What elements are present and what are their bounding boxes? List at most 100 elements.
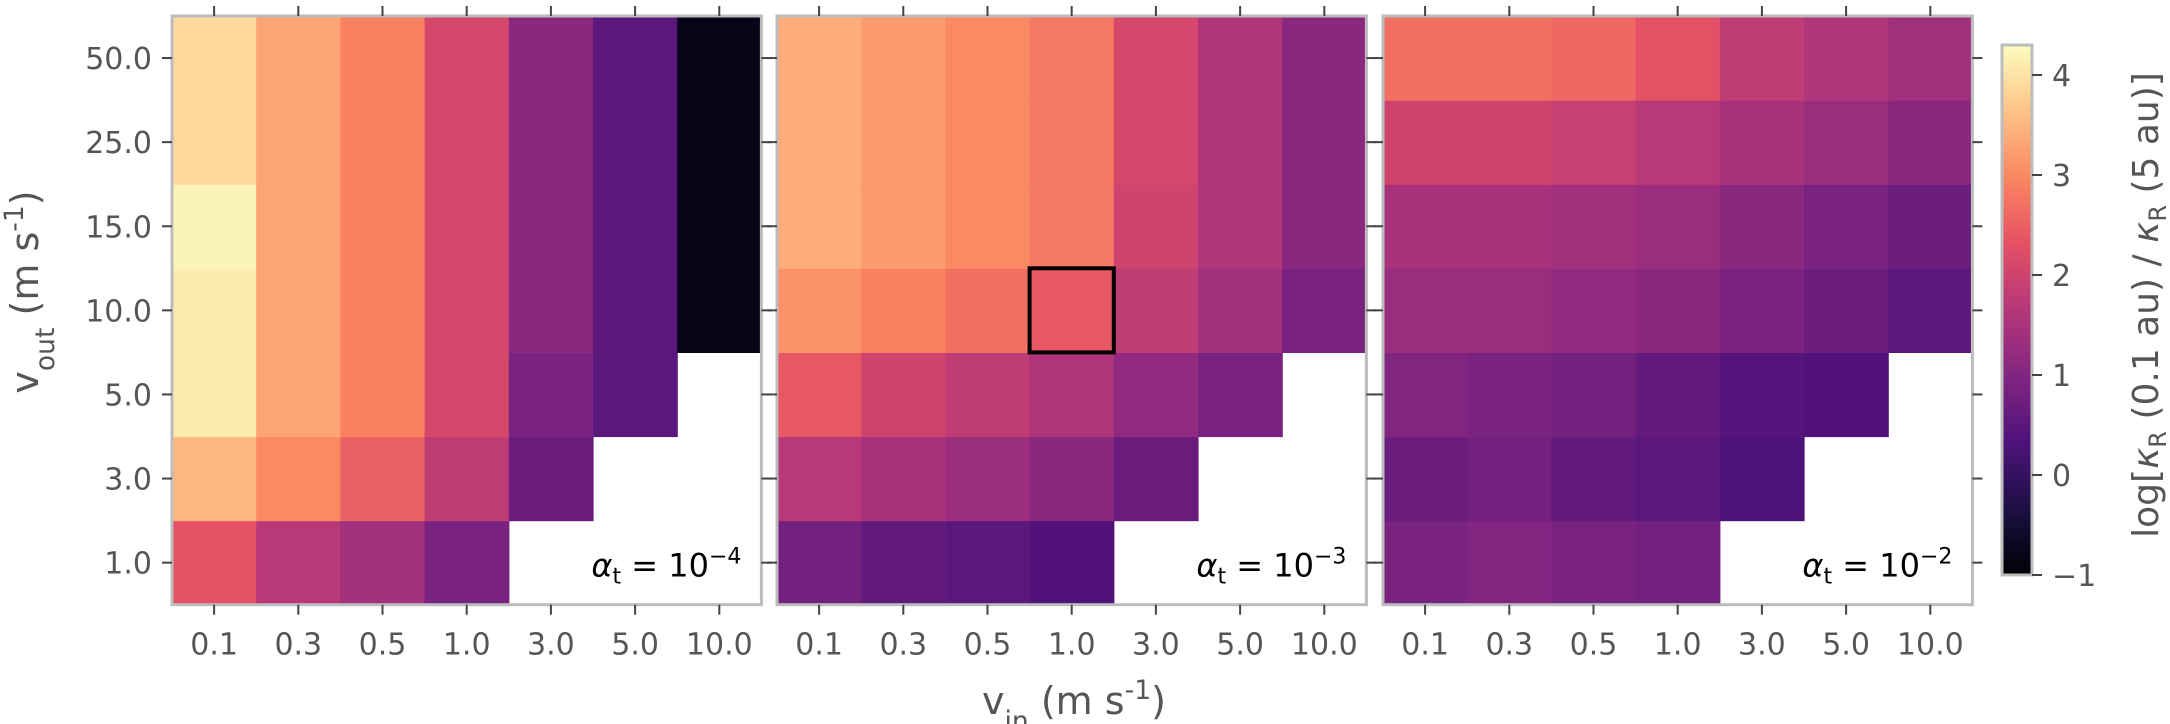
heatmap-cell — [1282, 268, 1367, 353]
heatmap-cell — [424, 436, 510, 522]
heatmap-cell — [1467, 100, 1552, 185]
heatmap-cell — [1804, 184, 1889, 269]
heatmap-cell — [1804, 352, 1889, 438]
y-tick-label: 3.0 — [104, 463, 152, 498]
x-axis-label: vin (m s-1) — [982, 675, 1166, 724]
heatmap-cell — [677, 100, 762, 185]
heatmap-cell — [424, 184, 510, 269]
heatmap-cell — [256, 268, 341, 353]
heatmap-cell — [777, 352, 862, 438]
axes-labels: vin (m s-1) vout (m s-1) — [0, 190, 1166, 724]
colorbar-gradient — [2002, 45, 2032, 575]
heatmap-cell — [1383, 352, 1468, 438]
heatmap-cell — [1029, 16, 1115, 101]
heatmap-cell — [677, 268, 762, 353]
heatmap-panel-3: 0.1 0.3 0.5 1.0 3.0 5.0 10.0 αt = 10−2 — [1373, 6, 1983, 663]
heatmap-cell — [1198, 16, 1283, 101]
heatmap-cell — [593, 268, 678, 353]
heatmap-cell — [1551, 268, 1637, 353]
heatmap-cell — [424, 16, 510, 101]
x-tick-label: 10.0 — [1291, 628, 1358, 663]
heatmap-cell — [1198, 352, 1283, 438]
heatmap-cell — [340, 520, 426, 606]
heatmap-cell — [777, 100, 862, 185]
heatmap-cell — [1113, 436, 1199, 522]
heatmap-cell — [340, 268, 426, 353]
heatmap-cell — [1551, 436, 1637, 522]
heatmap-cell — [424, 352, 510, 438]
heatmap-cell — [340, 184, 426, 269]
heatmap-cell — [861, 268, 946, 353]
heatmap-cell — [172, 352, 257, 438]
heatmap-cell — [1467, 436, 1552, 522]
heatmap-cell — [1282, 16, 1367, 101]
colorbar-tick-label: 0 — [2052, 459, 2071, 494]
heatmap-cell — [508, 352, 594, 438]
heatmap-cell — [593, 184, 678, 269]
heatmap-cell — [1383, 520, 1468, 606]
heatmap-cell — [1804, 268, 1889, 353]
heatmap-cell — [172, 184, 257, 269]
heatmap-cell — [1635, 436, 1721, 522]
heatmap-cell — [1719, 436, 1805, 522]
heatmap-cell — [1804, 16, 1889, 101]
heatmap-cell — [1383, 100, 1468, 185]
panel-annotation: αt = 10−3 — [1196, 545, 1346, 590]
colorbar: −1 0 1 2 3 4 log[κR (0.1 au) / κR (5 au)] — [2000, 43, 2170, 594]
heatmap-cell — [945, 520, 1031, 606]
colorbar-tick-label: −1 — [2052, 559, 2096, 594]
heatmap-cell — [1719, 352, 1805, 438]
colorbar-tick-label: 1 — [2052, 359, 2071, 394]
heatmap-cell — [256, 352, 341, 438]
heatmap-cell — [945, 268, 1031, 353]
heatmap-cell — [340, 436, 426, 522]
heatmap-cell — [172, 520, 257, 606]
heatmap-cell — [1029, 520, 1115, 606]
heatmap-cell — [861, 520, 946, 606]
heatmap-cell — [1282, 184, 1367, 269]
heatmap-cell — [340, 100, 426, 185]
heatmap-cell — [861, 100, 946, 185]
heatmap-cell — [1029, 436, 1115, 522]
heatmap-cell — [1888, 100, 1973, 185]
heatmap-cell — [1719, 268, 1805, 353]
heatmap-cell — [1551, 352, 1637, 438]
colorbar-frame — [2000, 43, 2034, 577]
heatmap-cell — [1029, 268, 1115, 353]
heatmap-cell — [1467, 184, 1552, 269]
x-tick-label: 0.1 — [1401, 628, 1449, 663]
panel-annotation: αt = 10−4 — [591, 545, 741, 590]
heatmap-cell — [1383, 184, 1468, 269]
x-tick-label: 1.0 — [1654, 628, 1702, 663]
heatmap-cell — [1383, 16, 1468, 101]
heatmap-cell — [172, 268, 257, 353]
heatmap-cell — [172, 436, 257, 522]
heatmap-cell — [593, 100, 678, 185]
x-tick-label: 5.0 — [1822, 628, 1870, 663]
heatmap-cell — [861, 16, 946, 101]
heatmap-cell — [1719, 100, 1805, 185]
heatmap-cell — [1113, 184, 1199, 269]
y-axis-label: vout (m s-1) — [0, 190, 61, 393]
x-tick-label: 3.0 — [527, 628, 575, 663]
x-tick-label: 0.3 — [879, 628, 927, 663]
x-tick-label: 0.3 — [1485, 628, 1533, 663]
panels-layer: 0.1 0.3 0.5 1.0 3.0 5.0 10.0 1.0 3.0 5.0 10.0 15.0 2… — [85, 6, 1983, 663]
heatmap-cell — [508, 436, 594, 522]
x-tick-label: 0.1 — [795, 628, 843, 663]
x-tick-label: 10.0 — [1897, 628, 1964, 663]
heatmap-cell — [1888, 184, 1973, 269]
heatmap-panel-1: 0.1 0.3 0.5 1.0 3.0 5.0 10.0 1.0 3.0 5.0 10.0 15.0 2… — [85, 6, 772, 663]
heatmap-cell — [777, 268, 862, 353]
y-tick-label: 1.0 — [104, 547, 152, 582]
x-tick-label: 3.0 — [1132, 628, 1180, 663]
y-tick-label: 15.0 — [85, 210, 152, 245]
heatmap-cell — [1467, 268, 1552, 353]
heatmap-cell — [256, 184, 341, 269]
x-tick-label: 0.5 — [359, 628, 407, 663]
heatmap-cell — [1635, 184, 1721, 269]
x-tick-label: 0.5 — [964, 628, 1012, 663]
heatmap-cell — [1551, 100, 1637, 185]
heatmap-cell — [1467, 16, 1552, 101]
